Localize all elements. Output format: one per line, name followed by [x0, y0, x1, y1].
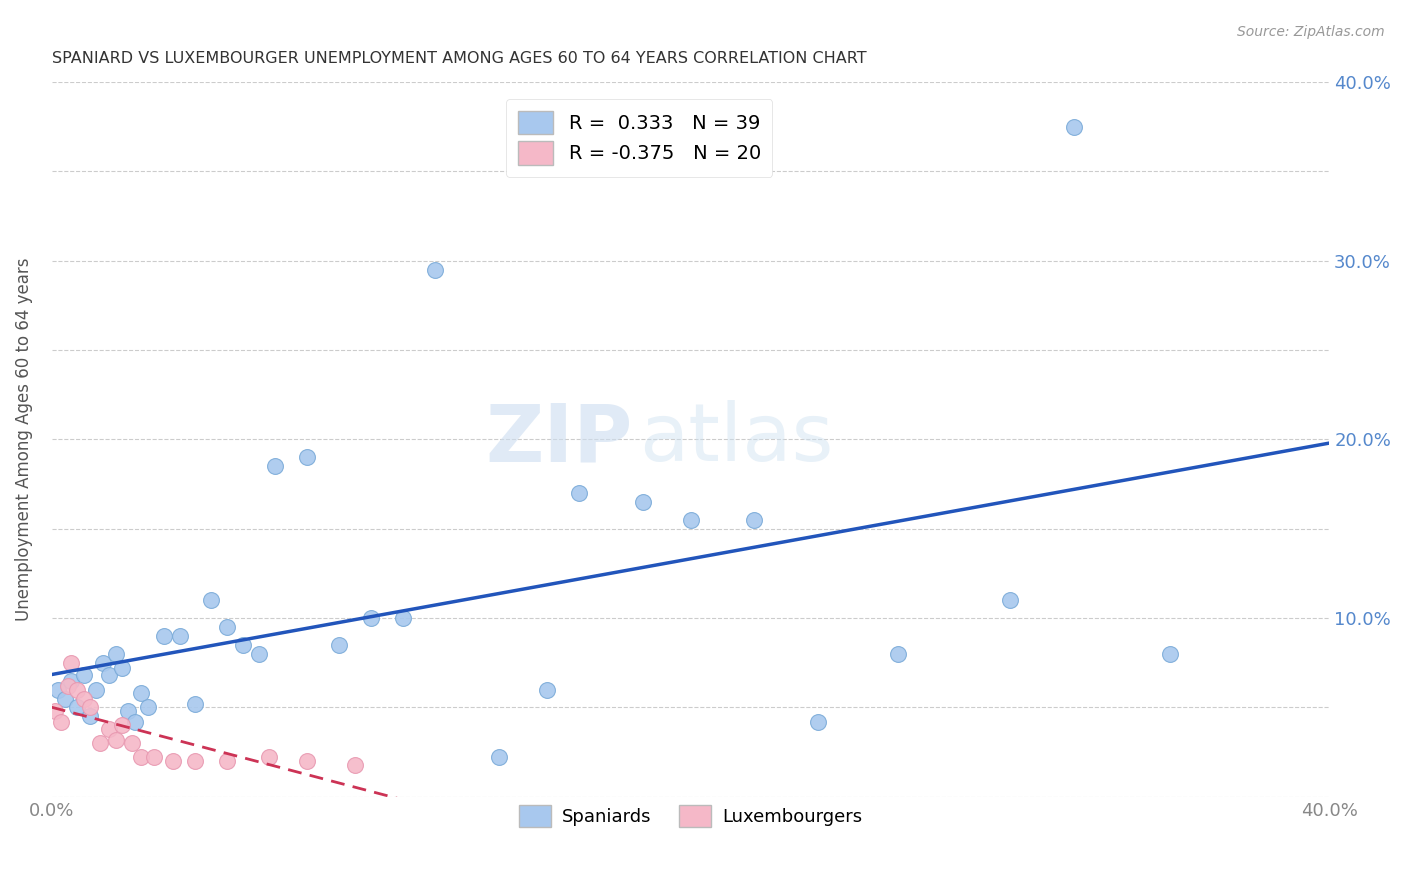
Point [423, 262, 446, 277]
Point [392, 611, 415, 625]
Point [66, 682, 89, 697]
Point [360, 611, 382, 625]
Text: atlas: atlas [640, 401, 834, 478]
Point [121, 736, 143, 750]
Point [104, 647, 127, 661]
Point [79, 700, 101, 714]
Point [59, 673, 82, 688]
Point [297, 450, 319, 465]
Point [807, 714, 830, 729]
Point [162, 754, 184, 768]
Point [297, 754, 319, 768]
Point [184, 754, 207, 768]
Point [887, 647, 910, 661]
Point [129, 686, 152, 700]
Point [217, 754, 239, 768]
Point [104, 732, 127, 747]
Point [264, 459, 287, 474]
Point [59, 656, 82, 670]
Point [152, 629, 174, 643]
Point [66, 700, 89, 714]
Point [998, 593, 1021, 607]
Point [46, 682, 69, 697]
Point [124, 714, 146, 729]
Point [129, 750, 152, 764]
Point [232, 638, 254, 652]
Legend: Spaniards, Luxembourgers: Spaniards, Luxembourgers [512, 797, 869, 834]
Point [184, 697, 207, 711]
Point [344, 757, 367, 772]
Point [86, 682, 108, 697]
Point [89, 736, 111, 750]
Y-axis label: Unemployment Among Ages 60 to 64 years: Unemployment Among Ages 60 to 64 years [15, 258, 32, 621]
Point [169, 629, 191, 643]
Text: Source: ZipAtlas.com: Source: ZipAtlas.com [1237, 25, 1385, 39]
Point [679, 513, 702, 527]
Point [200, 593, 222, 607]
Point [568, 486, 591, 500]
Point [117, 704, 139, 718]
Text: ZIP: ZIP [485, 401, 633, 478]
Point [247, 647, 270, 661]
Point [111, 661, 134, 675]
Point [98, 668, 121, 682]
Point [44, 704, 66, 718]
Point [79, 709, 101, 723]
Point [257, 750, 280, 764]
Point [142, 750, 165, 764]
Point [328, 638, 350, 652]
Point [56, 679, 79, 693]
Point [1159, 647, 1181, 661]
Point [536, 682, 558, 697]
Point [488, 750, 510, 764]
Point [91, 656, 114, 670]
Point [53, 691, 76, 706]
Point [136, 700, 159, 714]
Point [217, 620, 239, 634]
Point [631, 495, 654, 509]
Text: SPANIARD VS LUXEMBOURGER UNEMPLOYMENT AMONG AGES 60 TO 64 YEARS CORRELATION CHAR: SPANIARD VS LUXEMBOURGER UNEMPLOYMENT AM… [52, 51, 866, 66]
Point [73, 668, 96, 682]
Point [51, 714, 73, 729]
Point [73, 691, 96, 706]
Point [111, 718, 134, 732]
Point [744, 513, 766, 527]
Point [98, 722, 121, 736]
Point [1063, 120, 1085, 134]
